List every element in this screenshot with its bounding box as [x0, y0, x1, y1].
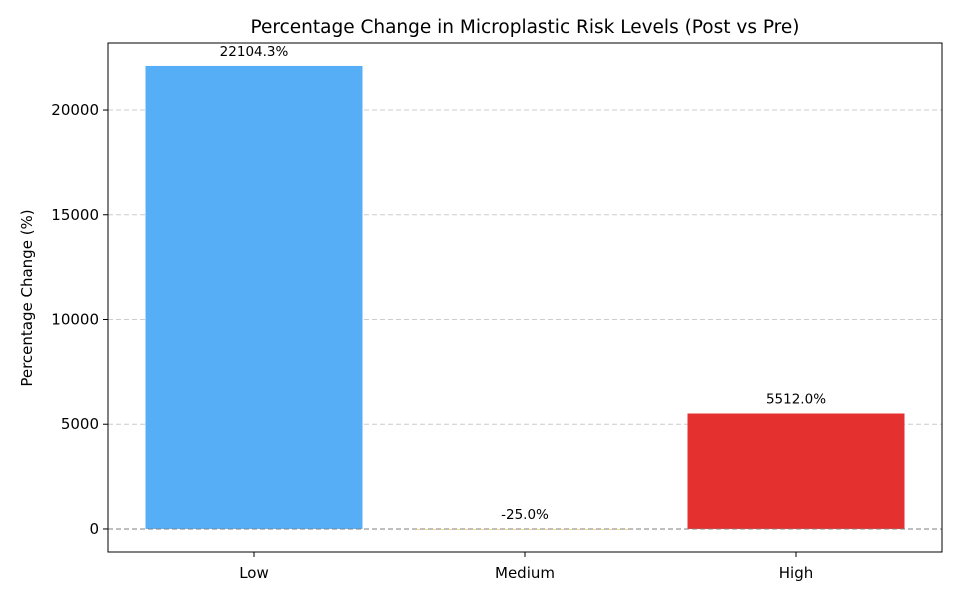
y-tick-label: 20000	[51, 101, 99, 119]
bar-high	[687, 413, 905, 529]
y-axis-label: Percentage Change (%)	[18, 209, 36, 386]
x-tick-label: Low	[239, 564, 269, 582]
data-label: -25.0%	[501, 507, 549, 523]
x-tick-label: Medium	[495, 564, 555, 582]
bars	[145, 65, 905, 530]
data-label: 5512.0%	[766, 392, 826, 408]
y-tick-label: 0	[89, 520, 99, 538]
data-label: 22104.3%	[220, 44, 289, 60]
y-tick-label: 5000	[61, 415, 99, 433]
x-axis-ticks: Low Medium High	[239, 552, 813, 582]
bar-low	[145, 65, 363, 529]
x-tick-label: High	[779, 564, 813, 582]
y-tick-label: 10000	[51, 310, 99, 328]
y-axis-ticks: 0 5000 10000 15000 20000	[51, 101, 108, 538]
data-labels: 22104.3% -25.0% 5512.0%	[220, 44, 827, 523]
y-tick-label: 15000	[51, 206, 99, 224]
chart-title: Percentage Change in Microplastic Risk L…	[251, 17, 800, 38]
